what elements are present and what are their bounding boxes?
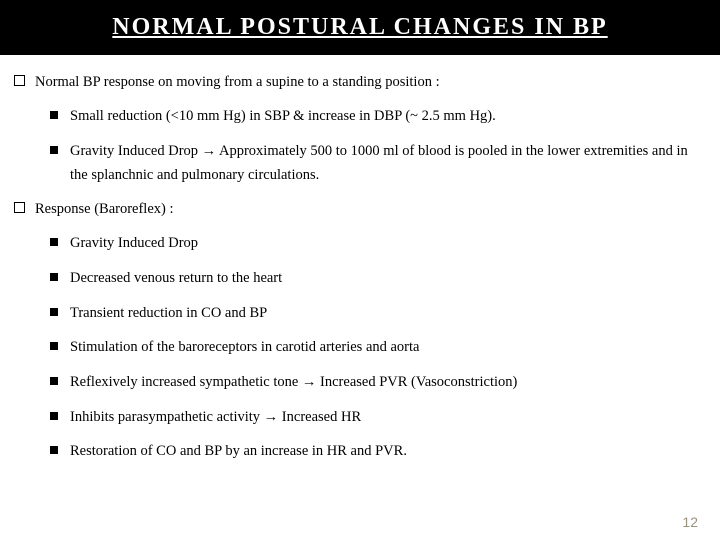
list-item: Restoration of CO and BP by an increase … [50, 439, 706, 464]
list-item-text: Reflexively increased sympathetic tone →… [70, 370, 706, 395]
title-bar: NORMAL POSTURAL CHANGES IN BP [0, 0, 720, 55]
list-item-text: Gravity Induced Drop → Approximately 500… [70, 139, 706, 188]
list-item: Small reduction (<10 mm Hg) in SBP & inc… [50, 104, 706, 129]
filled-square-icon [50, 446, 58, 454]
list-item-text: Transient reduction in CO and BP [70, 301, 706, 326]
list-item: Gravity Induced Drop [50, 231, 706, 256]
list-item-text: Restoration of CO and BP by an increase … [70, 439, 706, 464]
section-heading: Normal BP response on moving from a supi… [14, 71, 706, 94]
list-item: Transient reduction in CO and BP [50, 301, 706, 326]
list-item: Stimulation of the baroreceptors in caro… [50, 335, 706, 360]
filled-square-icon [50, 273, 58, 281]
slide: NORMAL POSTURAL CHANGES IN BP Normal BP … [0, 0, 720, 540]
list-item-text: Small reduction (<10 mm Hg) in SBP & inc… [70, 104, 706, 129]
list-item-text: Stimulation of the baroreceptors in caro… [70, 335, 706, 360]
filled-square-icon [50, 146, 58, 154]
list-item: Decreased venous return to the heart [50, 266, 706, 291]
filled-square-icon [50, 342, 58, 350]
section-heading-text: Response (Baroreflex) : [35, 198, 174, 221]
filled-square-icon [50, 238, 58, 246]
slide-title: NORMAL POSTURAL CHANGES IN BP [112, 14, 607, 40]
filled-square-icon [50, 412, 58, 420]
sub-list: Small reduction (<10 mm Hg) in SBP & inc… [50, 104, 706, 188]
filled-square-icon [50, 308, 58, 316]
list-item-text: Inhibits parasympathetic activity → Incr… [70, 405, 706, 430]
list-item-text: Decreased venous return to the heart [70, 266, 706, 291]
hollow-square-icon [14, 75, 25, 86]
list-item: Gravity Induced Drop → Approximately 500… [50, 139, 706, 188]
sub-list: Gravity Induced Drop Decreased venous re… [50, 231, 706, 463]
page-number: 12 [682, 514, 698, 530]
list-item-text: Gravity Induced Drop [70, 231, 706, 256]
list-item: Reflexively increased sympathetic tone →… [50, 370, 706, 395]
hollow-square-icon [14, 202, 25, 213]
slide-body: Normal BP response on moving from a supi… [0, 55, 720, 464]
section-heading-text: Normal BP response on moving from a supi… [35, 71, 440, 94]
list-item: Inhibits parasympathetic activity → Incr… [50, 405, 706, 430]
section-heading: Response (Baroreflex) : [14, 198, 706, 221]
filled-square-icon [50, 111, 58, 119]
filled-square-icon [50, 377, 58, 385]
